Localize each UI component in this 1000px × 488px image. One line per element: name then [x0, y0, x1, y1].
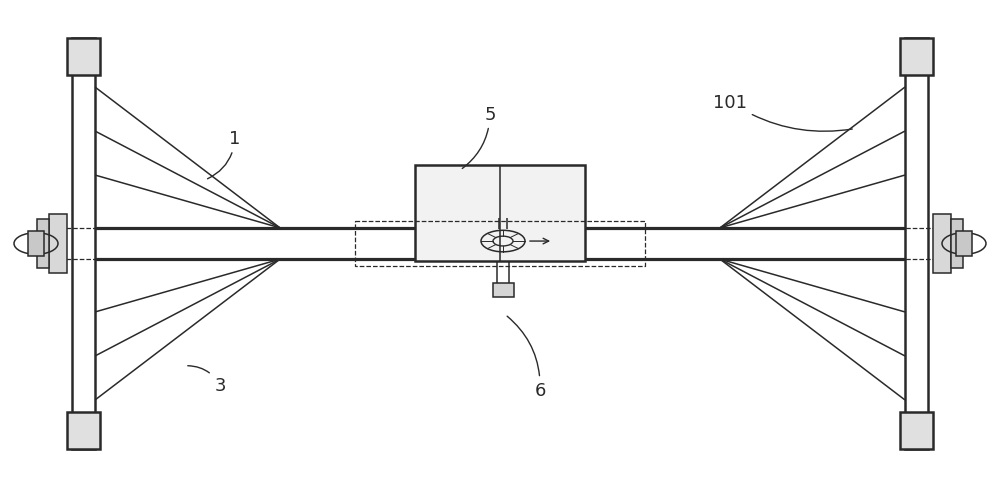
- Bar: [415, 166, 585, 261]
- Bar: [900, 39, 933, 76]
- Bar: [28, 232, 44, 256]
- Bar: [933, 215, 951, 273]
- Bar: [67, 39, 100, 76]
- Bar: [492, 283, 514, 298]
- Text: 101: 101: [713, 94, 852, 132]
- Bar: [49, 215, 67, 273]
- Bar: [67, 412, 100, 449]
- Bar: [355, 222, 645, 266]
- Bar: [900, 412, 933, 449]
- Bar: [905, 39, 928, 449]
- Bar: [956, 232, 972, 256]
- Bar: [37, 220, 49, 268]
- Bar: [951, 220, 963, 268]
- Bar: [72, 39, 95, 449]
- Text: 6: 6: [507, 317, 546, 399]
- Text: 3: 3: [188, 366, 226, 394]
- Text: 5: 5: [462, 106, 496, 169]
- Text: 1: 1: [208, 130, 241, 180]
